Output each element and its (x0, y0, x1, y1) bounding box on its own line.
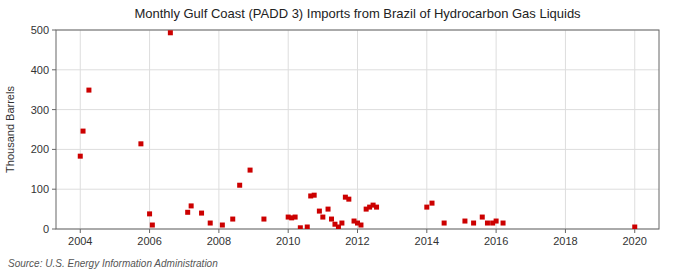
x-grid-line (426, 30, 427, 229)
point (199, 211, 204, 216)
x-tick (426, 229, 427, 233)
point (424, 205, 429, 210)
point (312, 193, 317, 198)
point (237, 183, 242, 188)
x-tick-label: 2004 (68, 235, 92, 247)
x-tick-label: 2020 (622, 235, 646, 247)
x-grid-line (496, 30, 497, 229)
x-grid-line (149, 30, 150, 229)
x-tick-label: 2018 (553, 235, 577, 247)
points (78, 30, 637, 229)
x-tick-label: 2010 (276, 235, 300, 247)
point (305, 225, 310, 229)
point (374, 205, 379, 210)
point (248, 168, 253, 173)
point (430, 201, 435, 206)
point (442, 221, 447, 226)
point (220, 223, 225, 228)
point (317, 209, 322, 214)
point (501, 221, 506, 226)
point (150, 223, 155, 228)
y-tick-label: 200 (31, 143, 49, 155)
y-tick-label: 400 (31, 64, 49, 76)
point (462, 219, 467, 224)
y-tick (52, 109, 56, 110)
point (471, 221, 476, 226)
point (293, 215, 298, 220)
title: Monthly Gulf Coast (PADD 3) Imports from… (134, 6, 581, 21)
point (81, 129, 86, 134)
point (632, 225, 637, 229)
chart: 0 100 200 300 400 500 2004 2006 2008 2010 2012 2014… (0, 0, 675, 275)
x-tick-label: 2012 (345, 235, 369, 247)
point (326, 207, 331, 212)
point (147, 211, 152, 216)
point (298, 225, 303, 229)
y-axis-label: Thousand Barrels (4, 86, 16, 173)
point (86, 88, 91, 93)
y-tick (52, 189, 56, 190)
x-tick (357, 229, 358, 233)
y-tick-label: 500 (31, 24, 49, 36)
x-tick-label: 2016 (484, 235, 508, 247)
point (168, 30, 173, 35)
x-grid-line (634, 30, 635, 229)
point (261, 217, 266, 222)
point (358, 223, 363, 228)
point (494, 219, 499, 224)
x-grid-line (357, 30, 358, 229)
x-tick (634, 229, 635, 233)
point (485, 221, 490, 226)
x-tick (565, 229, 566, 233)
y-tick-label: 100 (31, 183, 49, 195)
x-tick (496, 229, 497, 233)
point (230, 217, 235, 222)
point (339, 221, 344, 226)
annotation: Source: U.S. Energy Information Administ… (8, 258, 218, 269)
y-tick-label: 0 (43, 223, 49, 235)
y-tick (52, 149, 56, 150)
plot-frame (56, 30, 659, 229)
x-tick-label: 2006 (137, 235, 161, 247)
plot-area (56, 30, 659, 229)
x-tick (80, 229, 81, 233)
y-tick (52, 229, 56, 230)
x-tick-label: 2014 (415, 235, 439, 247)
point (189, 203, 194, 208)
point (138, 141, 143, 146)
point (320, 215, 325, 220)
point (208, 221, 213, 226)
grid (56, 30, 659, 229)
x-tick (288, 229, 289, 233)
x-tick-label: 2008 (207, 235, 231, 247)
x-grid-line (288, 30, 289, 229)
point (78, 154, 83, 159)
x-grid-line (218, 30, 219, 229)
point (329, 217, 334, 222)
point (346, 197, 351, 202)
point (480, 215, 485, 220)
y-tick-label: 300 (31, 104, 49, 116)
x-tick (149, 229, 150, 233)
x-tick (218, 229, 219, 233)
y-tick (52, 69, 56, 70)
y-tick (52, 30, 56, 31)
x-grid-line (565, 30, 566, 229)
axes: 0 100 200 300 400 500 2004 2006 2008 2010 2012 2014… (31, 24, 659, 247)
point (185, 210, 190, 215)
